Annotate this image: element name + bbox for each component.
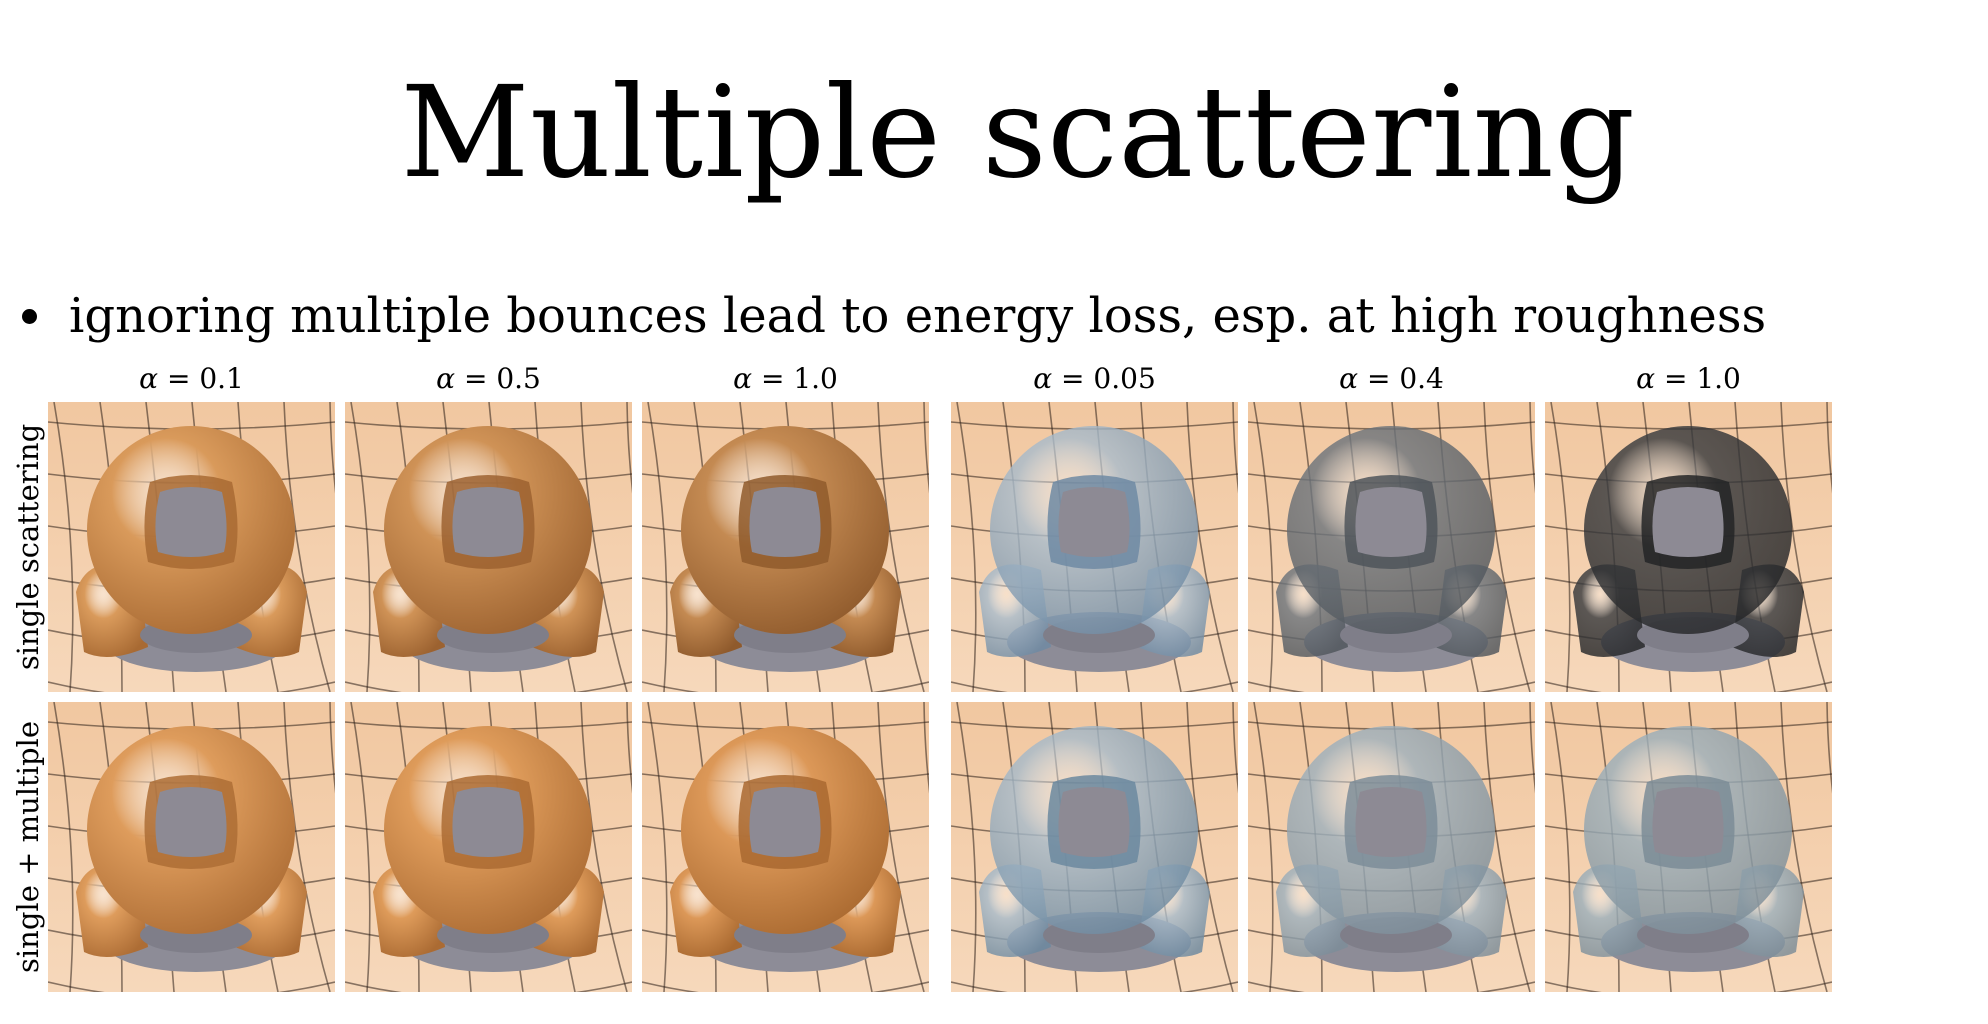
material-render-image — [345, 402, 632, 692]
column-label-3: α = 1.0 — [733, 362, 838, 395]
material-render-image — [951, 402, 1238, 692]
column-label-5: α = 0.4 — [1339, 362, 1444, 395]
render-tile-r1-c4 — [951, 402, 1238, 692]
bullet-dot — [22, 308, 37, 324]
render-tile-r2-c6 — [1545, 702, 1832, 992]
material-render-image — [1545, 402, 1832, 692]
column-label-4: α = 0.05 — [1033, 362, 1156, 395]
column-label-2: α = 0.5 — [436, 362, 541, 395]
material-render-image — [48, 402, 335, 692]
material-render-image — [345, 702, 632, 992]
render-tile-r2-c1 — [48, 702, 335, 992]
row-label-single-scattering: single scattering — [11, 423, 46, 671]
render-tile-r1-c1 — [48, 402, 335, 692]
render-tile-r1-c3 — [642, 402, 929, 692]
material-render-image — [1248, 702, 1535, 992]
column-label-6: α = 1.0 — [1636, 362, 1741, 395]
material-render-image — [1248, 402, 1535, 692]
material-render-image — [48, 702, 335, 992]
bullet-text: ignoring multiple bounces lead to energy… — [69, 288, 1767, 344]
material-render-image — [1545, 702, 1832, 992]
render-tile-r2-c4 — [951, 702, 1238, 992]
render-tile-r1-c5 — [1248, 402, 1535, 692]
render-tile-r2-c2 — [345, 702, 632, 992]
render-tile-r2-c3 — [642, 702, 929, 992]
render-tile-r2-c5 — [1248, 702, 1535, 992]
bullet-item: ignoring multiple bounces lead to energy… — [22, 286, 1766, 346]
material-render-image — [642, 402, 929, 692]
row-label-single-plus-multiple: single + multiple — [11, 721, 46, 973]
material-render-image — [951, 702, 1238, 992]
render-tile-r1-c2 — [345, 402, 632, 692]
render-tile-r1-c6 — [1545, 402, 1832, 692]
slide-title: Multiple scattering — [400, 59, 1636, 206]
material-render-image — [642, 702, 929, 992]
column-label-1: α = 0.1 — [139, 362, 244, 395]
